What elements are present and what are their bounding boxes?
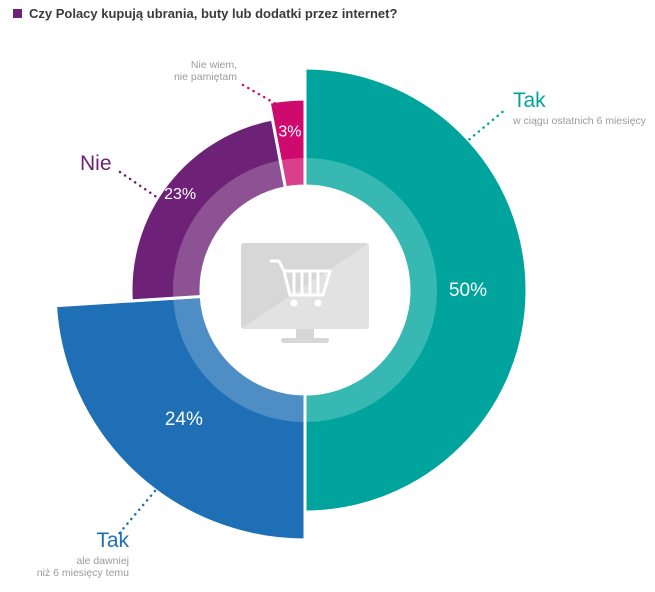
inner-highlight-ring bbox=[173, 158, 437, 422]
leader-tak-recent bbox=[458, 107, 508, 149]
percent-labels: 50% 24% 23% 3% bbox=[164, 124, 487, 430]
callout-tak-recent: Tak w ciągu ostatnich 6 miesięcy bbox=[513, 90, 646, 128]
callout-tak-earlier-sub1: ale dawniej bbox=[76, 555, 129, 567]
callout-tak-earlier-sub2: niż 6 miesięcy temu bbox=[36, 567, 129, 579]
callout-nie-wiem-line2: nie pamiętam bbox=[173, 71, 237, 83]
callout-tak-recent-label: Tak bbox=[513, 89, 546, 112]
callout-nie-wiem-line1: Nie wiem, bbox=[190, 59, 237, 71]
callout-tak-earlier: Tak ale dawniej niż 6 miesięcy temu bbox=[28, 529, 129, 580]
donut-slice-0 bbox=[303, 66, 529, 514]
donut-slice-2 bbox=[129, 117, 288, 303]
slice-percent-label-1: 24% bbox=[165, 409, 203, 430]
donut-slice-1 bbox=[53, 294, 307, 542]
callout-nie: Nie bbox=[80, 153, 112, 175]
page-title: Czy Polacy kupują ubrania, buty lub doda… bbox=[29, 6, 398, 21]
slice-percent-label-3: 3% bbox=[278, 124, 301, 141]
shopping-cart-icon bbox=[269, 259, 332, 307]
leader-nie-wiem bbox=[241, 83, 278, 106]
slice-percent-label-2: 23% bbox=[164, 186, 196, 203]
leader-tak-earlier bbox=[115, 489, 157, 538]
title-row: Czy Polacy kupują ubrania, buty lub doda… bbox=[13, 6, 397, 21]
callout-tak-earlier-label: Tak bbox=[96, 529, 129, 552]
callout-nie-wiem: Nie wiem, nie pamiętam bbox=[140, 59, 237, 83]
leader-nie bbox=[118, 170, 160, 200]
slice-percent-label-0: 50% bbox=[449, 280, 487, 301]
callout-nie-label: Nie bbox=[80, 152, 112, 175]
donut-slices bbox=[53, 66, 529, 542]
monitor-icon bbox=[241, 243, 369, 343]
leader-lines bbox=[115, 83, 508, 538]
donut-slice-3 bbox=[267, 97, 307, 190]
callout-tak-recent-sublabel: w ciągu ostatnich 6 miesięcy bbox=[513, 115, 647, 127]
title-bullet-icon bbox=[13, 9, 22, 18]
